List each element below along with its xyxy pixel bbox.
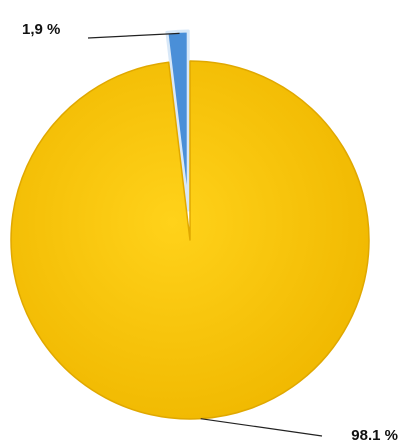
data-label: 1,9 % (22, 21, 60, 38)
data-label: 98.1 % (351, 427, 398, 444)
leader-line (87, 32, 180, 39)
pie-slice (165, 29, 190, 212)
leader-line (200, 418, 323, 437)
pie-slice (10, 60, 370, 420)
